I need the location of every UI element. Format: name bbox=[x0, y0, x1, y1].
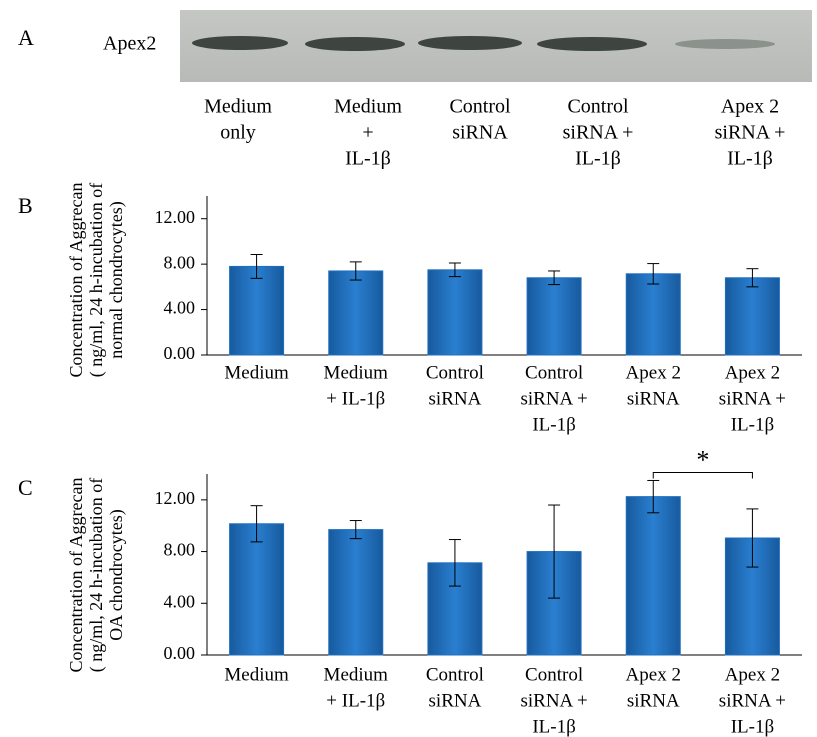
x-tick-label: IL-1β bbox=[532, 414, 575, 435]
protein-label: Apex2 bbox=[103, 33, 156, 55]
x-tick-label: IL-1β bbox=[731, 414, 774, 435]
panel-label: B bbox=[18, 193, 33, 218]
lane-label: Medium bbox=[204, 96, 272, 118]
lane-label: siRNA bbox=[452, 122, 508, 144]
band bbox=[192, 36, 288, 50]
bar bbox=[428, 270, 482, 355]
panel-label: A bbox=[18, 25, 34, 50]
lane-label: + bbox=[362, 122, 373, 144]
x-tick-label: Control bbox=[525, 664, 583, 685]
x-tick-label: siRNA bbox=[429, 388, 482, 409]
bar bbox=[626, 497, 680, 655]
y-tick-label: 12.00 bbox=[155, 207, 196, 227]
x-tick-label: + IL-1β bbox=[326, 388, 385, 409]
x-tick-label: IL-1β bbox=[532, 716, 575, 737]
panel-label: C bbox=[18, 475, 33, 500]
x-tick-label: Apex 2 bbox=[626, 362, 681, 383]
bar bbox=[230, 524, 284, 655]
lane-label: IL-1β bbox=[345, 148, 391, 170]
x-tick-label: siRNA bbox=[429, 690, 482, 711]
band bbox=[675, 39, 775, 49]
band bbox=[537, 37, 647, 51]
y-axis-label: ( ng/ml, 24 h-incubation of bbox=[86, 183, 107, 377]
y-axis-label: ( ng/ml, 24 h-incubation of bbox=[86, 478, 107, 672]
x-tick-label: Apex 2 bbox=[725, 664, 780, 685]
bar bbox=[329, 271, 383, 355]
x-tick-label: siRNA bbox=[627, 388, 680, 409]
y-tick-label: 0.00 bbox=[164, 343, 196, 363]
lane-label: only bbox=[220, 122, 256, 144]
x-tick-label: Apex 2 bbox=[626, 664, 681, 685]
x-tick-label: Medium bbox=[224, 664, 289, 685]
figure: A Apex2 Medium only Medium + IL-1β Control siR… bbox=[0, 0, 817, 737]
lane-label: siRNA + bbox=[715, 122, 786, 144]
x-tick-label: + IL-1β bbox=[326, 690, 385, 711]
x-tick-label: Apex 2 bbox=[725, 362, 780, 383]
lane-label: Control bbox=[449, 96, 511, 118]
x-tick-label: siRNA + bbox=[719, 690, 786, 711]
x-tick-label: IL-1β bbox=[731, 716, 774, 737]
x-tick-label: Medium bbox=[324, 362, 389, 383]
y-tick-label: 8.00 bbox=[164, 540, 196, 560]
lane-label: IL-1β bbox=[727, 148, 773, 170]
y-axis-label: Concentration of Aggrecan bbox=[66, 183, 86, 378]
band bbox=[418, 36, 522, 50]
lane-label: Apex 2 bbox=[721, 96, 779, 118]
bar bbox=[725, 278, 779, 355]
x-tick-label: siRNA + bbox=[719, 388, 786, 409]
lane-label: IL-1β bbox=[575, 148, 621, 170]
x-tick-label: Medium bbox=[324, 664, 389, 685]
y-axis-label: OA chondrocytes) bbox=[106, 509, 127, 640]
bar bbox=[527, 278, 581, 355]
y-tick-label: 12.00 bbox=[155, 488, 196, 508]
bar bbox=[230, 266, 284, 355]
x-tick-label: Control bbox=[426, 664, 484, 685]
lane-label: Control bbox=[567, 96, 629, 118]
x-tick-label: Control bbox=[525, 362, 583, 383]
x-tick-label: Medium bbox=[224, 362, 289, 383]
band bbox=[305, 37, 405, 51]
x-tick-label: siRNA + bbox=[520, 388, 587, 409]
y-axis-label: normal chondrocytes) bbox=[106, 201, 127, 358]
lane-label: Medium bbox=[334, 96, 402, 118]
lane-label: siRNA + bbox=[563, 122, 634, 144]
x-tick-label: siRNA bbox=[627, 690, 680, 711]
y-tick-label: 0.00 bbox=[164, 643, 196, 663]
x-tick-label: siRNA + bbox=[520, 690, 587, 711]
bar bbox=[329, 530, 383, 655]
y-tick-label: 4.00 bbox=[164, 298, 196, 318]
significance-marker: * bbox=[696, 445, 709, 474]
y-tick-label: 4.00 bbox=[164, 591, 196, 611]
x-tick-label: Control bbox=[426, 362, 484, 383]
bar bbox=[626, 274, 680, 355]
y-axis-label: Concentration of Aggrecan bbox=[66, 478, 86, 673]
y-tick-label: 8.00 bbox=[164, 252, 196, 272]
